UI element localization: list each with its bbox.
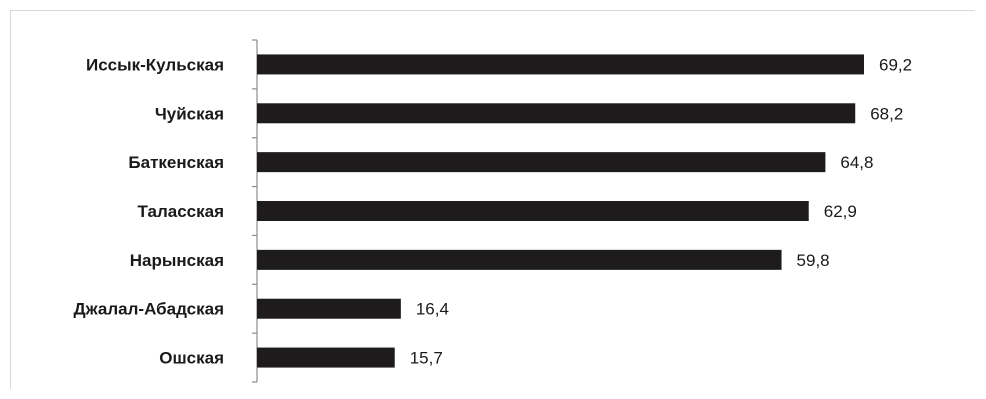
category-label: Баткенская [128, 153, 224, 172]
category-label: Ошская [159, 349, 224, 368]
category-label: Чуйская [155, 104, 224, 123]
bar [257, 298, 401, 319]
value-label: 16,4 [416, 300, 449, 319]
category-label: Иссык-Кульская [86, 55, 224, 74]
bar [257, 249, 782, 270]
value-label: 59,8 [797, 251, 830, 270]
value-label: 68,2 [870, 104, 903, 123]
value-label: 62,9 [824, 202, 857, 221]
bar [257, 152, 826, 173]
value-label: 69,2 [879, 55, 912, 74]
bar [257, 103, 856, 124]
bar [257, 201, 809, 221]
category-label: Джалал-Абадская [74, 300, 224, 319]
category-label: Нарынская [130, 251, 224, 270]
bars-group [257, 54, 864, 368]
bar [257, 347, 395, 368]
value-labels-group: 69,2 68,2 64,8 62,9 59,8 16,4 15,7 [410, 55, 912, 367]
bar [257, 54, 864, 75]
value-label: 15,7 [410, 349, 443, 368]
category-labels-group: Иссык-Кульская Чуйская Баткенская Таласская… [74, 55, 224, 367]
category-label: Таласская [138, 202, 224, 221]
chart-frame [10, 10, 975, 389]
category-axis-ticks [252, 39, 257, 383]
value-label: 64,8 [840, 153, 873, 172]
